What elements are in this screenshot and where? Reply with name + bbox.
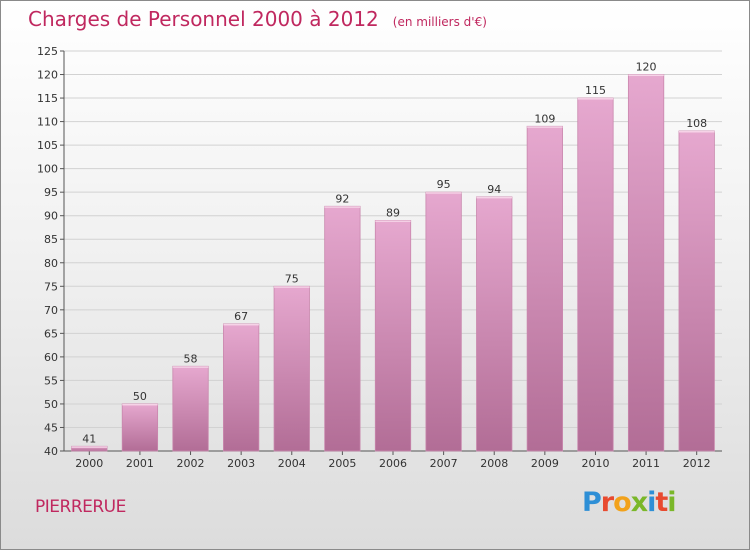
bar-highlight [324,206,361,208]
bars [71,74,715,452]
data-label: 89 [386,206,400,219]
bar [223,323,260,452]
bar-highlight [577,98,614,100]
bar-highlight [425,192,462,194]
y-tick-label: 125 [37,45,58,58]
y-tick-label: 115 [37,92,58,105]
x-tick-label: 2011 [632,457,660,470]
chart-title-block: Charges de Personnel 2000 à 2012 (en mill… [28,7,487,31]
logo-letter: t [655,487,668,518]
data-label: 92 [335,192,349,205]
data-label: 50 [133,390,147,403]
x-tick-label: 2010 [581,457,609,470]
bar [627,74,665,452]
x-tick-label: 2005 [328,457,356,470]
bar [121,403,159,452]
bar [526,125,563,452]
x-tick-label: 2012 [683,457,711,470]
bar-highlight [527,126,563,128]
bar-highlight [172,366,209,368]
data-label: 108 [686,117,707,130]
y-tick-label: 55 [44,374,58,387]
data-label: 58 [184,352,198,365]
bar-highlight [678,131,715,133]
x-tick-label: 2002 [177,457,205,470]
bar [425,191,462,452]
bar [476,196,513,452]
bar-highlight [476,196,512,199]
y-tick-label: 80 [44,257,58,270]
bar-highlight [223,323,259,326]
chart-subtitle: (en milliers d'€) [392,15,487,29]
chart-title: Charges de Personnel 2000 à 2012 [28,7,379,31]
logo-letter: x [630,487,648,518]
data-label: 120 [636,61,657,74]
x-tick-label: 2006 [379,457,407,470]
y-tick-label: 40 [44,445,58,458]
x-tick-label: 2007 [430,457,458,470]
x-tick-label: 2001 [126,457,154,470]
logo-letter: r [600,487,614,518]
logo-letter: o [613,487,632,518]
x-tick-label: 2008 [480,457,508,470]
bar [172,365,209,452]
bar [374,220,412,452]
bar-highlight [122,403,158,406]
y-tick-label: 110 [37,116,58,129]
bar [678,130,715,452]
y-tick-label: 95 [44,186,58,199]
logo-letter: P [582,487,602,518]
bar-highlight [274,286,310,288]
data-label: 75 [285,272,299,285]
bar [577,97,614,452]
data-label: 109 [534,112,555,125]
bar-highlight [375,220,411,222]
x-tick-label: 2003 [227,457,255,470]
x-tick-label: 2000 [75,457,103,470]
bar-highlight [628,74,664,77]
y-tick-label: 65 [44,327,58,340]
y-tick-label: 120 [37,69,58,82]
y-tick-label: 75 [44,280,58,293]
y-tick-label: 70 [44,304,58,317]
bar-highlight [71,446,108,448]
y-tick-label: 85 [44,233,58,246]
y-tick-label: 50 [44,398,58,411]
logo-letter: i [667,487,676,518]
data-label: 41 [82,432,96,445]
commune-name: PIERRERUE [35,497,126,517]
labels: 40 45 50 55 60 65 70 75 80 85 90 95 100 105 110 115 120 1… [37,45,711,470]
data-label: 67 [234,310,248,323]
data-label: 115 [585,84,606,97]
x-tick-label: 2009 [531,457,559,470]
x-tick-label: 2004 [278,457,306,470]
bar [273,285,310,452]
bar [324,205,361,452]
data-label: 95 [437,178,451,191]
y-tick-label: 105 [37,139,58,152]
y-tick-label: 60 [44,351,58,364]
y-tick-label: 100 [37,163,58,176]
proxiti-logo: Proxiti [582,487,677,518]
data-label: 94 [487,183,501,196]
y-tick-label: 45 [44,421,58,434]
y-tick-label: 90 [44,210,58,223]
logo-letter: i [647,487,656,518]
